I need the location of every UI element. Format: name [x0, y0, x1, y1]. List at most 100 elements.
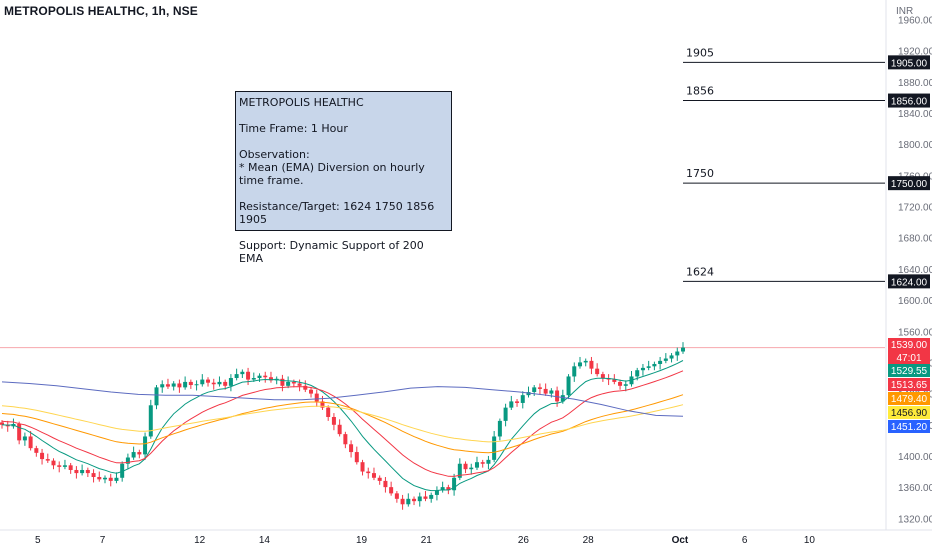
- candle-body: [148, 405, 153, 437]
- candle-body: [40, 452, 45, 460]
- candle-body: [663, 358, 668, 361]
- candle-body: [566, 376, 571, 396]
- candle-body: [114, 477, 119, 481]
- candle-body: [589, 360, 594, 369]
- resistance-price-tag: [888, 274, 930, 289]
- price-tag: [888, 351, 930, 364]
- chart-title: METROPOLIS HEALTHC, 1h, NSE: [4, 4, 198, 18]
- x-tick-label: 12: [194, 535, 206, 546]
- price-tag-text: 1479.40: [891, 394, 928, 405]
- candle-body: [303, 385, 308, 390]
- x-tick-label: 6: [742, 535, 748, 546]
- resistance-label: 1624: [686, 265, 714, 278]
- candle-body: [120, 463, 125, 478]
- candle-body: [623, 384, 628, 386]
- candle-body: [165, 384, 170, 387]
- candle-body: [526, 392, 531, 396]
- candle-body: [652, 363, 657, 367]
- candle-body: [440, 487, 445, 491]
- candle-body: [360, 462, 365, 472]
- candle-body: [681, 347, 685, 352]
- candle-body: [423, 496, 428, 499]
- x-tick-label: 21: [421, 535, 433, 546]
- candle-body: [480, 462, 485, 464]
- resistance-label: 1856: [686, 85, 714, 98]
- candle-body: [154, 387, 159, 406]
- price-tag-text: 1529.55: [891, 366, 928, 377]
- candle-body: [314, 393, 319, 402]
- y-tick-label: 1720.00: [898, 203, 932, 214]
- resistance-price-tag-text: 1624.00: [891, 277, 928, 288]
- price-tag-text: 1456.90: [891, 408, 928, 419]
- candle-body: [194, 384, 199, 386]
- candle-body: [251, 378, 256, 380]
- y-tick-label: 1680.00: [898, 234, 932, 245]
- y-tick-label: 1320.00: [898, 514, 932, 525]
- candle-body: [137, 452, 142, 455]
- candle-body: [263, 375, 268, 378]
- candle-body: [600, 374, 605, 379]
- note-line-ema-diversion: * Mean (EMA) Diversion on hourly time fr…: [239, 161, 425, 187]
- candle-body: [492, 436, 497, 460]
- candle-body: [389, 487, 394, 494]
- candle-body: [463, 463, 468, 470]
- candle-body: [17, 424, 22, 441]
- candle-body: [343, 434, 348, 445]
- y-tick-label: 1960.00: [898, 15, 932, 26]
- candle-body: [280, 378, 285, 386]
- ema-fast-line: [1, 360, 684, 492]
- y-tick-label: 1920.00: [898, 47, 932, 58]
- candle-body: [646, 366, 651, 368]
- y-tick-label: 1640.00: [898, 265, 932, 276]
- candle-body: [268, 377, 273, 381]
- candle-body: [217, 381, 222, 385]
- x-tick-label: 10: [804, 535, 816, 546]
- x-tick-label: Oct: [672, 535, 689, 546]
- candle-body: [291, 381, 296, 384]
- candle-body: [28, 436, 33, 449]
- candle-body: [560, 395, 565, 402]
- candle-body: [200, 379, 205, 385]
- candle-body: [349, 444, 354, 453]
- price-tag-text: 1513.65: [891, 380, 928, 391]
- resistance-price-tag: [888, 93, 930, 108]
- candle-body: [474, 462, 479, 468]
- candle-body: [234, 374, 239, 379]
- candle-body: [331, 416, 336, 425]
- candle-body: [595, 368, 600, 375]
- candle-body: [572, 366, 577, 377]
- candle-body: [377, 477, 382, 481]
- candle-body: [509, 401, 514, 408]
- resistance-price-tag: [888, 55, 930, 70]
- x-tick-label: 26: [518, 535, 530, 546]
- candle-body: [446, 487, 451, 491]
- x-tick-label: 19: [356, 535, 368, 546]
- candle-body: [257, 375, 262, 379]
- candle-body: [354, 452, 359, 463]
- y-tick-label: 1880.00: [898, 78, 932, 89]
- candle-body: [543, 388, 548, 394]
- ema-long-line: [1, 381, 684, 417]
- candle-body: [417, 496, 422, 502]
- candle-body: [675, 351, 680, 356]
- candle-body: [286, 381, 291, 386]
- candle-body: [85, 469, 90, 474]
- candle-body: [532, 387, 537, 393]
- resistance-price-tag-text: 1905.00: [891, 58, 928, 69]
- candle-body: [45, 459, 50, 461]
- currency-label: INR: [896, 6, 913, 17]
- candle-body: [309, 389, 314, 394]
- candle-body: [188, 381, 193, 386]
- candle-body: [206, 379, 211, 383]
- candle-body: [371, 473, 376, 478]
- candle-body: [74, 469, 79, 474]
- candle-body: [400, 498, 405, 505]
- candle-body: [211, 382, 216, 385]
- candle-body: [34, 448, 39, 453]
- price-tag-text: 47:01: [896, 353, 921, 364]
- candle-body: [486, 459, 491, 464]
- candle-body: [635, 370, 640, 377]
- note-line-symbol: METROPOLIS HEALTHC: [239, 96, 364, 109]
- candle-body: [297, 383, 302, 386]
